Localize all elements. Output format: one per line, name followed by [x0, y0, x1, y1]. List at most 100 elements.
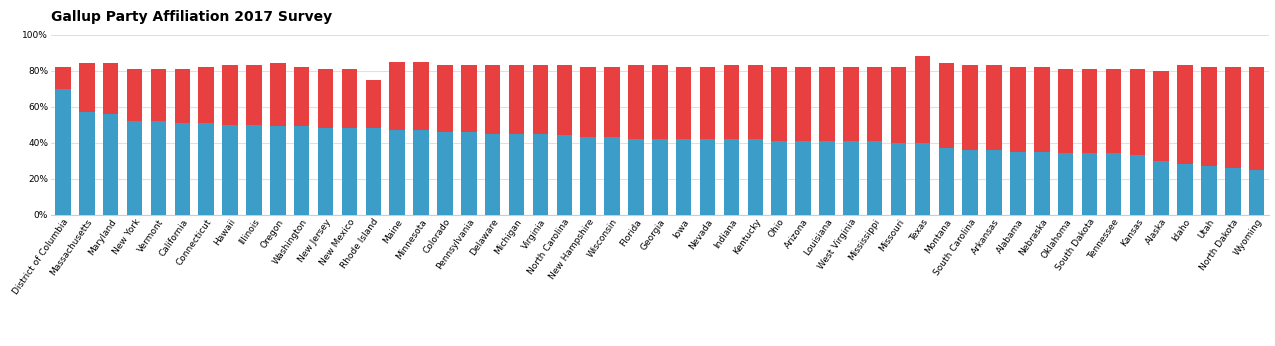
Bar	[1201, 67, 1216, 166]
Bar	[819, 141, 835, 215]
Bar	[462, 65, 477, 132]
Bar	[437, 132, 453, 215]
Bar	[55, 67, 70, 89]
Bar	[1130, 155, 1145, 215]
Bar	[246, 125, 261, 215]
Bar	[700, 67, 715, 139]
Bar	[747, 139, 762, 215]
Bar	[629, 65, 644, 139]
Bar	[295, 126, 310, 215]
Bar	[175, 123, 190, 215]
Bar	[1250, 170, 1265, 215]
Bar	[604, 67, 620, 137]
Bar	[55, 89, 70, 215]
Bar	[1010, 152, 1025, 215]
Bar	[987, 65, 1002, 150]
Bar	[246, 65, 261, 125]
Bar	[79, 112, 94, 215]
Bar	[270, 126, 286, 215]
Bar	[509, 65, 524, 134]
Bar	[270, 63, 286, 126]
Bar	[891, 143, 907, 215]
Bar	[652, 65, 668, 139]
Bar	[413, 130, 428, 215]
Bar	[557, 65, 572, 135]
Bar	[819, 67, 835, 141]
Bar	[1058, 153, 1074, 215]
Bar	[175, 69, 190, 123]
Bar	[747, 65, 762, 139]
Bar	[79, 63, 94, 112]
Bar	[796, 141, 811, 215]
Bar	[1177, 164, 1193, 215]
Bar	[629, 139, 644, 215]
Bar	[580, 137, 595, 215]
Bar	[724, 65, 740, 139]
Bar	[867, 67, 882, 141]
Bar	[938, 148, 954, 215]
Bar	[126, 121, 143, 215]
Bar	[1010, 67, 1025, 152]
Bar	[389, 130, 405, 215]
Bar	[1105, 69, 1121, 153]
Bar	[222, 125, 238, 215]
Bar	[533, 134, 548, 215]
Bar	[867, 141, 882, 215]
Bar	[676, 67, 691, 139]
Bar	[891, 67, 907, 143]
Bar	[963, 65, 978, 150]
Bar	[987, 150, 1002, 215]
Bar	[437, 65, 453, 132]
Bar	[366, 80, 381, 128]
Bar	[222, 65, 238, 125]
Bar	[580, 67, 595, 137]
Bar	[1130, 69, 1145, 155]
Bar	[700, 139, 715, 215]
Bar	[150, 69, 166, 121]
Bar	[1081, 153, 1098, 215]
Bar	[533, 65, 548, 134]
Bar	[963, 150, 978, 215]
Bar	[604, 137, 620, 215]
Bar	[150, 121, 166, 215]
Bar	[462, 132, 477, 215]
Bar	[317, 69, 333, 128]
Bar	[652, 139, 668, 215]
Bar	[914, 56, 931, 143]
Bar	[1154, 161, 1169, 215]
Bar	[771, 141, 787, 215]
Bar	[103, 63, 119, 114]
Bar	[317, 128, 333, 215]
Bar	[914, 143, 931, 215]
Bar	[389, 62, 405, 130]
Bar	[342, 69, 357, 128]
Bar	[843, 67, 858, 141]
Bar	[1225, 67, 1241, 168]
Bar	[1058, 69, 1074, 153]
Text: Gallup Party Affiliation 2017 Survey: Gallup Party Affiliation 2017 Survey	[51, 10, 332, 24]
Bar	[676, 139, 691, 215]
Bar	[938, 63, 954, 148]
Bar	[413, 62, 428, 130]
Bar	[796, 67, 811, 141]
Bar	[1201, 166, 1216, 215]
Bar	[557, 135, 572, 215]
Bar	[1225, 168, 1241, 215]
Bar	[1177, 65, 1193, 164]
Bar	[103, 114, 119, 215]
Bar	[509, 134, 524, 215]
Bar	[199, 123, 214, 215]
Bar	[1105, 153, 1121, 215]
Bar	[1034, 152, 1049, 215]
Bar	[484, 65, 501, 134]
Bar	[126, 69, 143, 121]
Bar	[1034, 67, 1049, 152]
Bar	[484, 134, 501, 215]
Bar	[843, 141, 858, 215]
Bar	[1154, 71, 1169, 161]
Bar	[199, 67, 214, 123]
Bar	[771, 67, 787, 141]
Bar	[1250, 67, 1265, 170]
Bar	[342, 128, 357, 215]
Bar	[295, 67, 310, 126]
